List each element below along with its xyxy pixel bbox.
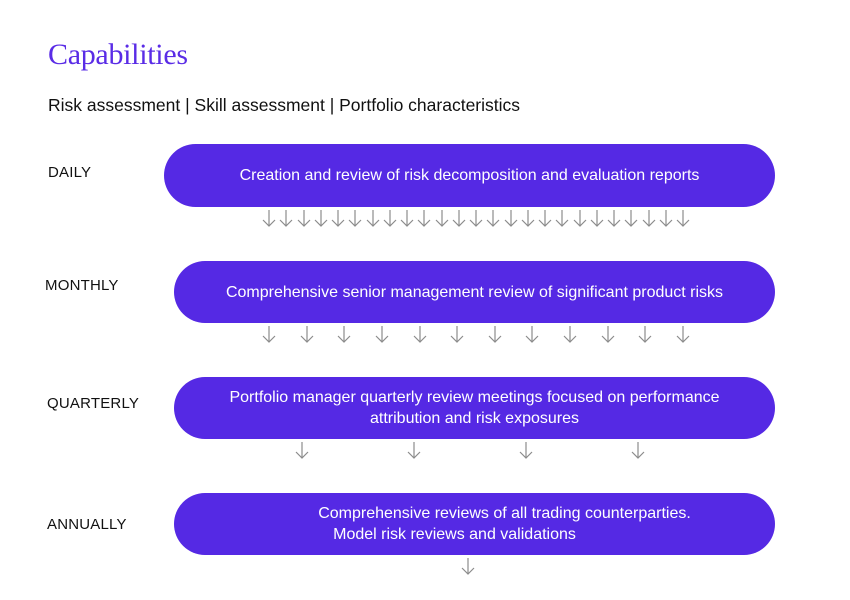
down-arrow-icon — [262, 326, 276, 344]
down-arrow-icon — [366, 210, 380, 228]
activity-text-line-2: Model risk reviews and validations — [333, 526, 576, 543]
activity-text-line-1: Comprehensive reviews of all trading cou… — [318, 505, 691, 522]
down-arrow-icon — [297, 210, 311, 228]
down-arrow-icon — [573, 210, 587, 228]
down-arrow-icon — [461, 558, 475, 576]
down-arrow-icon — [555, 210, 569, 228]
down-arrow-icon — [417, 210, 431, 228]
down-arrow-icon — [295, 442, 309, 460]
down-arrow-icon — [262, 210, 276, 228]
frequency-label-daily: DAILY — [48, 164, 92, 181]
down-arrow-icon — [607, 210, 621, 228]
down-arrow-icon — [659, 210, 673, 228]
activity-pill-daily: Creation and review of risk decompositio… — [164, 144, 775, 207]
activity-text: Creation and review of risk decompositio… — [239, 167, 700, 184]
activity-text-line-1: Portfolio manager quarterly review meeti… — [229, 389, 720, 406]
down-arrow-icon — [676, 326, 690, 344]
down-arrow-icon — [525, 326, 539, 344]
down-arrow-icon — [519, 442, 533, 460]
down-arrow-icon — [469, 210, 483, 228]
down-arrow-icon — [642, 210, 656, 228]
down-arrow-icon — [413, 326, 427, 344]
activity-pill-monthly: Comprehensive senior management review o… — [174, 261, 775, 323]
activity-text-line-2: attribution and risk exposures — [370, 410, 579, 427]
down-arrow-icon — [331, 210, 345, 228]
down-arrow-icon — [631, 442, 645, 460]
down-arrow-icon — [488, 326, 502, 344]
down-arrow-icon — [348, 210, 362, 228]
down-arrow-icon — [450, 326, 464, 344]
down-arrow-icon — [638, 326, 652, 344]
down-arrow-icon — [590, 210, 604, 228]
down-arrow-icon — [563, 326, 577, 344]
page-title: Capabilities — [48, 38, 188, 71]
activity-text: Comprehensive senior management review o… — [225, 283, 724, 301]
down-arrow-icon — [383, 210, 397, 228]
down-arrow-icon — [279, 210, 293, 228]
down-arrow-icon — [452, 210, 466, 228]
down-arrow-icon — [538, 210, 552, 228]
down-arrow-icon — [337, 326, 351, 344]
frequency-label-quarterly: QUARTERLY — [47, 395, 140, 412]
down-arrow-icon — [521, 210, 535, 228]
down-arrow-icon — [375, 326, 389, 344]
frequency-label-annually: ANNUALLY — [47, 516, 127, 533]
frequency-label-monthly: MONTHLY — [45, 277, 119, 294]
down-arrow-icon — [601, 326, 615, 344]
activity-pill-quarterly: Portfolio manager quarterly review meeti… — [174, 377, 775, 439]
activity-pill-annually: Comprehensive reviews of all trading cou… — [174, 493, 775, 555]
down-arrow-icon — [314, 210, 328, 228]
down-arrow-icon — [676, 210, 690, 228]
down-arrow-icon — [300, 326, 314, 344]
down-arrow-icon — [624, 210, 638, 228]
page-subtitle: Risk assessment | Skill assessment | Por… — [48, 95, 521, 115]
down-arrow-icon — [504, 210, 518, 228]
down-arrow-icon — [435, 210, 449, 228]
down-arrow-icon — [486, 210, 500, 228]
down-arrow-icon — [407, 442, 421, 460]
down-arrow-icon — [400, 210, 414, 228]
